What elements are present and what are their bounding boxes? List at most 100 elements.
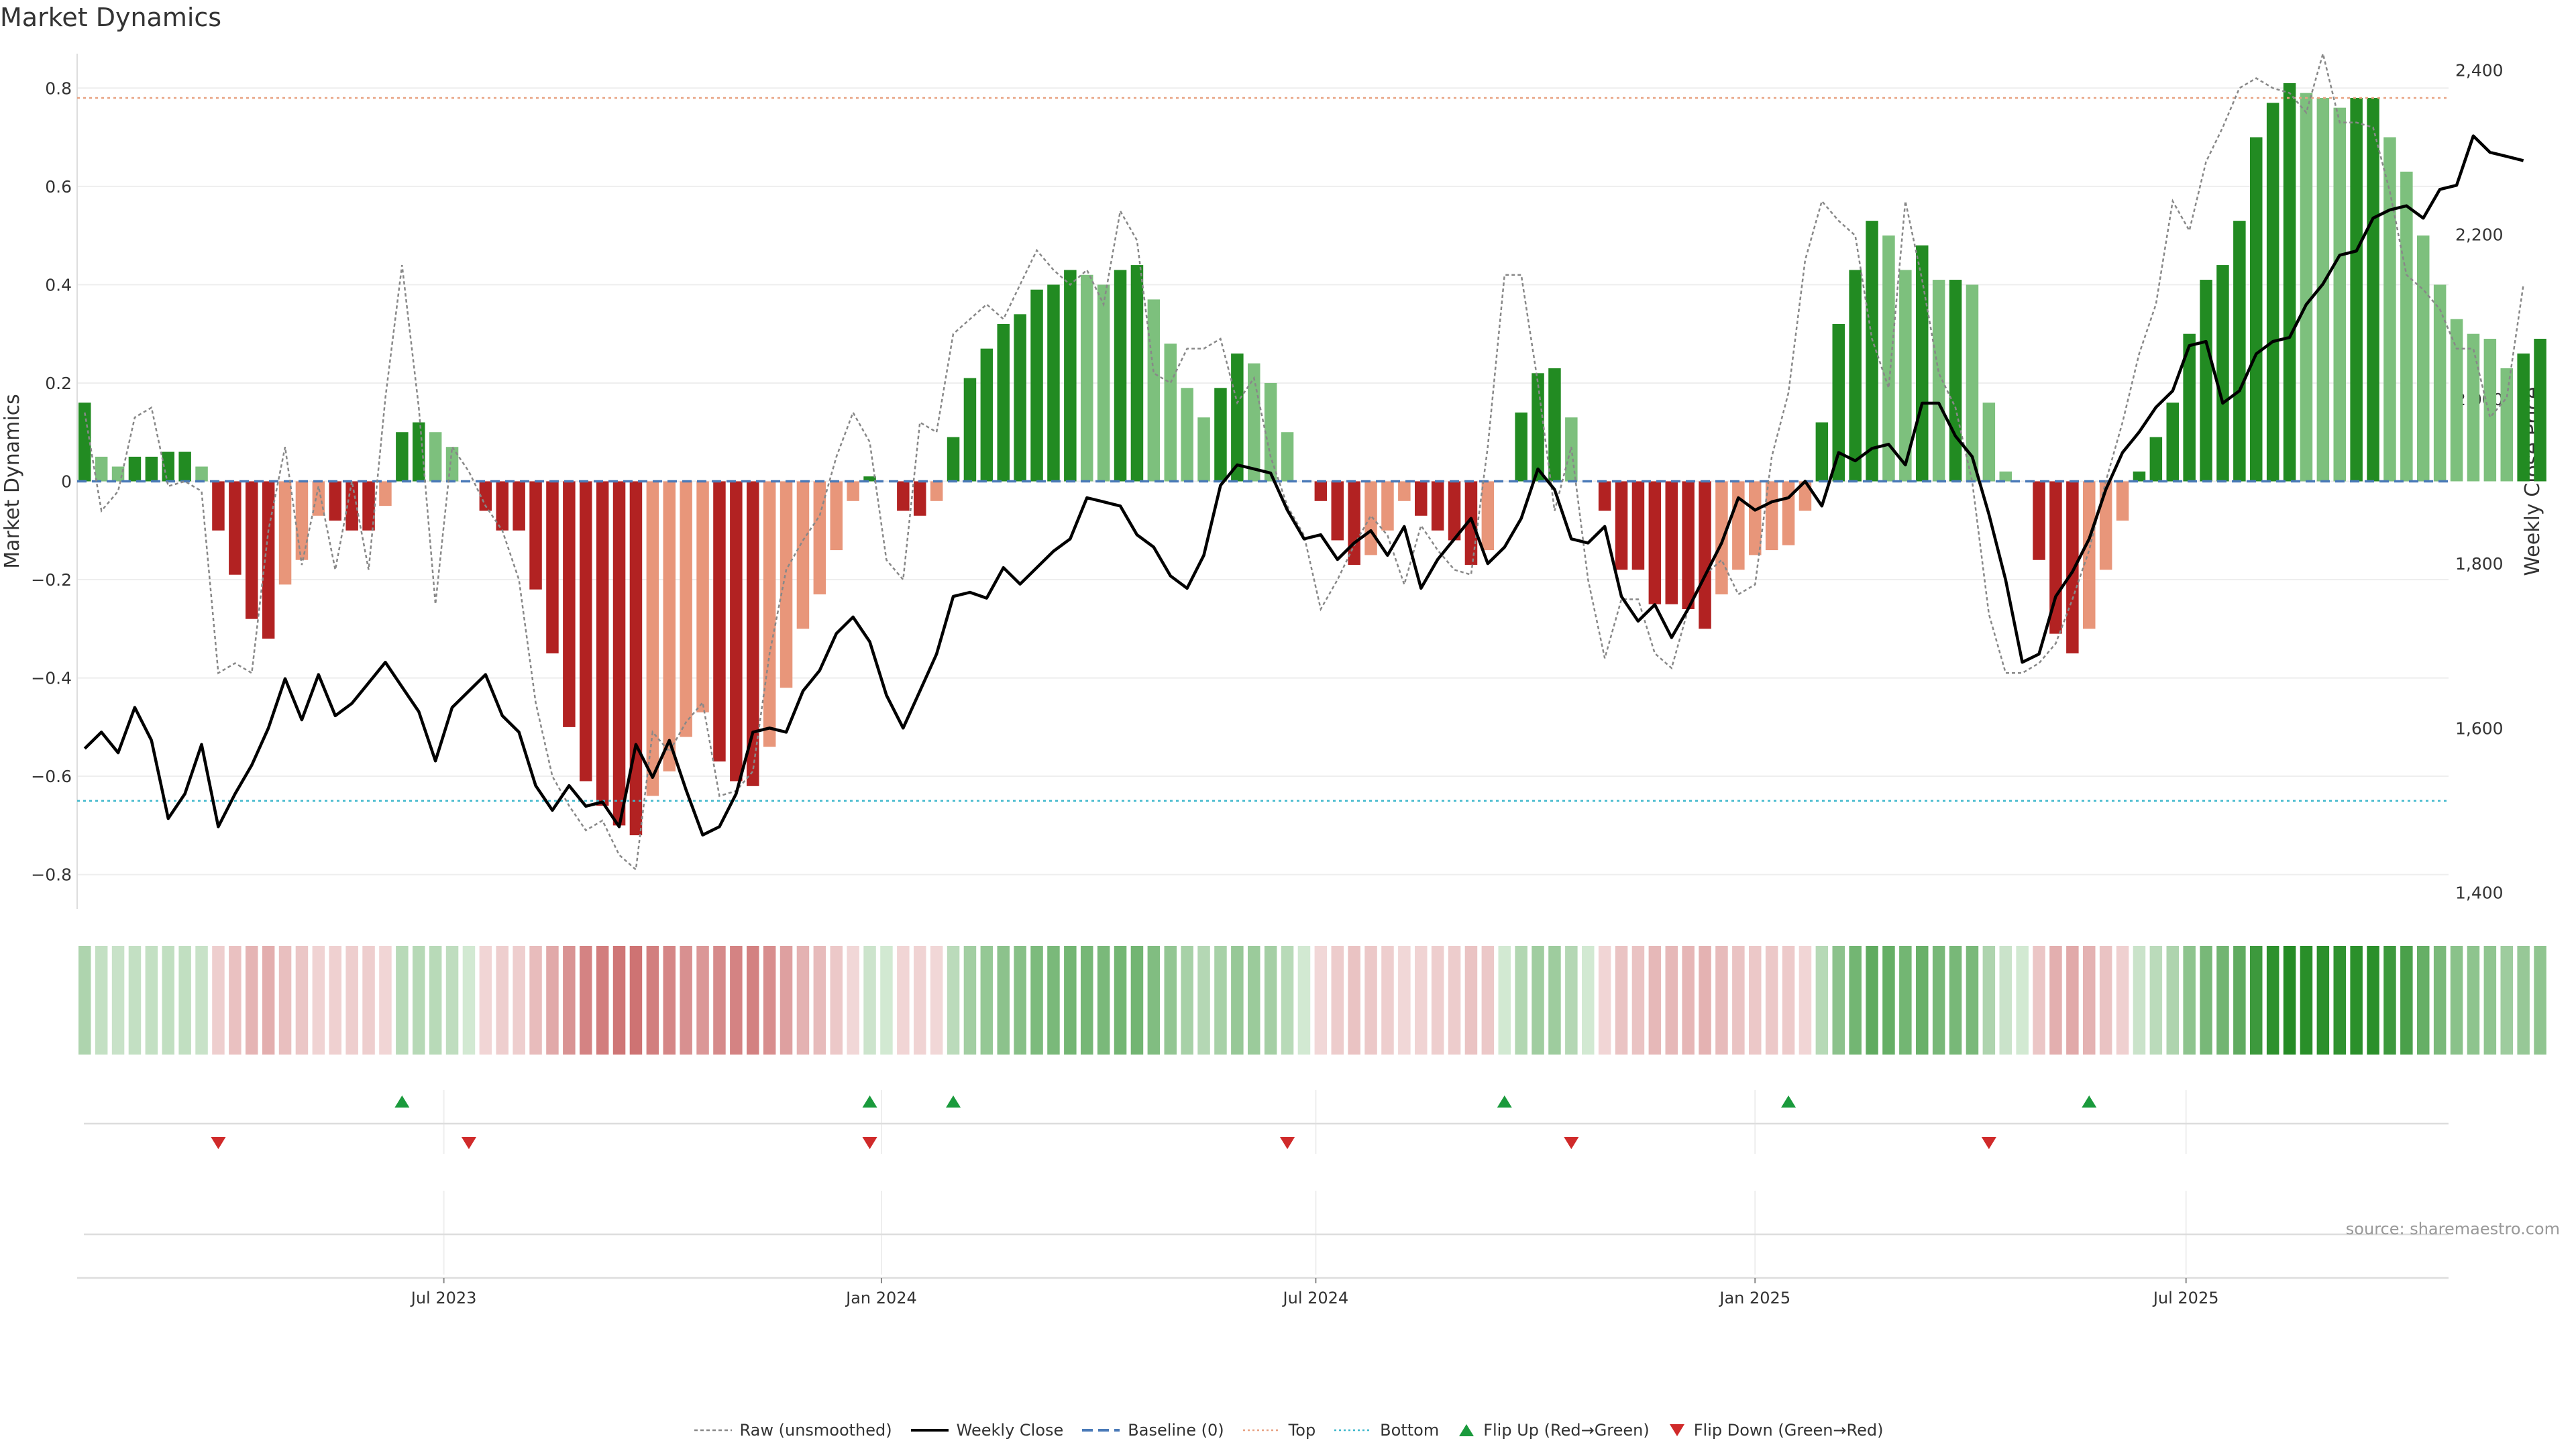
heat-cell (1648, 946, 1662, 1055)
dynamics-bar (2133, 471, 2146, 482)
dynamics-bar (980, 348, 994, 482)
heat-cell (2333, 946, 2346, 1055)
heat-cell (696, 946, 709, 1055)
dynamics-bar (1832, 324, 1845, 482)
dynamics-bar (529, 481, 542, 590)
heat-cell (162, 946, 174, 1055)
dynamics-bar (2166, 402, 2179, 482)
y-tick-label: 0.4 (45, 275, 72, 294)
flip-down-marker (1564, 1137, 1579, 1149)
raw-series-line (84, 50, 2524, 871)
dynamics-bar (111, 466, 125, 482)
dynamics-bar (847, 481, 859, 501)
heat-cell (1014, 946, 1026, 1055)
legend: Raw (unsmoothed) Weekly Close Baseline (… (0, 1421, 2576, 1440)
heat-cell (1348, 946, 1360, 1055)
dynamics-bar (1966, 284, 1979, 482)
heat-cell (1882, 946, 1895, 1055)
x-tick-label: Jul 2023 (410, 1289, 477, 1307)
heat-cell (1999, 946, 2012, 1055)
heat-cell (2367, 946, 2379, 1055)
heat-cell (262, 946, 275, 1055)
heat-cell (1264, 946, 1277, 1055)
heat-cell (1832, 946, 1845, 1055)
heat-cell (1982, 946, 1996, 1055)
heat-cell (1949, 946, 1962, 1055)
heat-cell (479, 946, 492, 1055)
heat-cell (2200, 946, 2212, 1055)
heat-cell (2049, 946, 2062, 1055)
dynamics-bar (1047, 284, 1060, 482)
heat-cell (2250, 946, 2263, 1055)
dynamics-bar (1147, 299, 1161, 482)
heat-cell (813, 946, 826, 1055)
dynamics-bar (1448, 481, 1461, 541)
flip-down-marker (211, 1137, 226, 1149)
heat-cell (1047, 946, 1060, 1055)
dynamics-bar (1648, 481, 1662, 604)
heat-cell (2133, 946, 2146, 1055)
dynamics-bar (2216, 265, 2229, 482)
source-label: source: sharemaestro.com (2345, 1220, 2560, 1238)
flip-down-marker (1981, 1137, 1996, 1149)
dynamics-bar (796, 481, 810, 629)
dynamics-bar (128, 456, 142, 482)
legend-baseline-symbol (1082, 1429, 1120, 1432)
dynamics-bar (1631, 481, 1645, 570)
heat-cell (1598, 946, 1611, 1055)
dynamics-bar (2316, 97, 2330, 482)
flip-up-marker (946, 1095, 961, 1108)
dynamics-bar (1114, 270, 1127, 482)
dynamics-bar (479, 481, 492, 511)
heat-cell (1515, 946, 1527, 1055)
heat-cell (1464, 946, 1478, 1055)
dynamics-bar (2534, 339, 2546, 482)
y2-tick-label: 1,400 (2455, 883, 2504, 902)
dynamics-bar (1214, 388, 1227, 482)
heat-cell (496, 946, 508, 1055)
dynamics-bar (730, 481, 743, 782)
flip-up-marker (862, 1095, 877, 1108)
legend-price-label: Weekly Close (956, 1421, 1064, 1440)
heat-cell (1532, 946, 1544, 1055)
heat-cell (1331, 946, 1344, 1055)
heat-cell (396, 946, 409, 1055)
dynamics-bar (963, 378, 977, 482)
dynamics-bar (2233, 221, 2246, 482)
flip-down-marker (862, 1137, 877, 1149)
legend-baseline-label: Baseline (0) (1128, 1421, 1224, 1440)
dynamics-bar (246, 481, 258, 619)
heat-cell (713, 946, 726, 1055)
heat-cell (646, 946, 659, 1055)
dynamics-bar (2200, 280, 2212, 482)
heat-cell (2166, 946, 2179, 1055)
legend-item-bottom: Bottom (1333, 1421, 1439, 1440)
heat-cell (2016, 946, 2029, 1055)
heat-cell (413, 946, 425, 1055)
heat-cell (1749, 946, 1762, 1055)
dynamics-bar (1699, 481, 1711, 629)
heat-cell (930, 946, 943, 1055)
heat-cell (1415, 946, 1428, 1055)
heat-cell (362, 946, 375, 1055)
x-tick-label: Jan 2024 (845, 1289, 917, 1307)
y-tick-label: 0.2 (45, 374, 72, 393)
dynamics-bar (1081, 274, 1093, 482)
dynamics-bar (1197, 417, 1210, 482)
dynamics-bar (429, 432, 442, 482)
dynamics-bar (1932, 280, 1945, 482)
legend-raw-symbol (694, 1429, 732, 1432)
heat-cell (95, 946, 108, 1055)
x-tick-label: Jan 2025 (1718, 1289, 1790, 1307)
heat-cell (78, 946, 91, 1055)
heat-cell (1214, 946, 1227, 1055)
dynamics-bar (1882, 235, 1895, 482)
heat-cell (2417, 946, 2430, 1055)
heat-cell (1147, 946, 1161, 1055)
heat-cell (462, 946, 476, 1055)
heat-cell (1932, 946, 1945, 1055)
weekly-close-line (83, 134, 2524, 837)
heat-cell (278, 946, 292, 1055)
flip-up-marker (1497, 1095, 1512, 1108)
dynamics-bar (680, 481, 692, 737)
